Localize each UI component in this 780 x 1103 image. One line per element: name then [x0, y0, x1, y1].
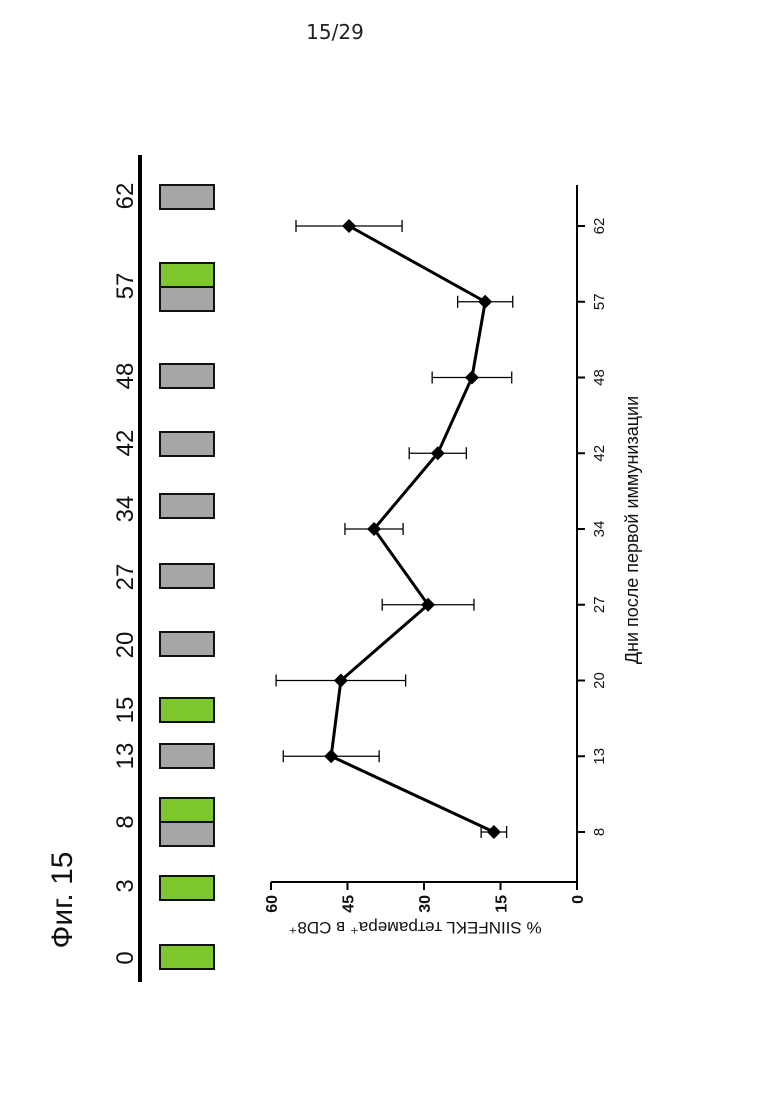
- data-point-34: [345, 522, 403, 536]
- x-tick-label: 27: [591, 596, 608, 613]
- schedule-day-42: 42: [112, 430, 214, 457]
- day-label: 62: [112, 183, 139, 210]
- boost-dose-box: [160, 744, 214, 768]
- diamond-marker: [478, 295, 492, 309]
- day-label: 20: [112, 632, 139, 659]
- prime-dose-box: [160, 798, 214, 822]
- boost-dose-box: [160, 287, 214, 311]
- prime-dose-box: [160, 263, 214, 287]
- data-point-48: [432, 371, 512, 385]
- day-label: 57: [112, 273, 139, 300]
- schedule-day-20: 20: [112, 632, 214, 659]
- day-label: 0: [112, 951, 139, 964]
- schedule-day-0: 0: [112, 945, 214, 969]
- immunization-schedule: 0 3 8 13 15 20 27 34 42 48 57 62: [112, 183, 214, 969]
- diamond-marker: [324, 749, 338, 763]
- line-chart: 0 15 30 45 60 8 13 20 27 34 42 48 57 62 Дни после перв…: [264, 185, 642, 937]
- boost-dose-box: [160, 494, 214, 518]
- diamond-marker: [465, 371, 479, 385]
- schedule-day-3: 3: [112, 876, 214, 900]
- data-point-62: [296, 219, 402, 233]
- schedule-day-34: 34: [112, 494, 214, 522]
- boost-dose-box: [160, 632, 214, 656]
- data-point-13: [283, 749, 379, 763]
- boost-dose-box: [160, 822, 214, 846]
- day-label: 3: [112, 879, 139, 892]
- x-axis-title: Дни после первой иммунизации: [622, 396, 642, 664]
- schedule-day-27: 27: [112, 564, 214, 591]
- x-tick-label: 62: [591, 218, 608, 235]
- schedule-day-57: 57: [112, 263, 214, 311]
- x-tick-label: 57: [591, 293, 608, 310]
- y-tick-label: 15: [494, 895, 511, 913]
- y-tick-label: 60: [264, 895, 281, 913]
- data-point-42: [409, 446, 466, 460]
- schedule-day-15: 15: [112, 697, 214, 724]
- prime-dose-box: [160, 698, 214, 722]
- prime-dose-box: [160, 876, 214, 900]
- schedule-day-62: 62: [112, 183, 214, 210]
- day-label: 42: [112, 430, 139, 457]
- boost-dose-box: [160, 432, 214, 456]
- data-point-20: [276, 674, 406, 688]
- data-point-57: [458, 295, 513, 309]
- boost-dose-box: [160, 564, 214, 588]
- x-tick-label: 20: [591, 672, 608, 689]
- day-label: 13: [112, 743, 139, 770]
- x-tick-label: 13: [591, 748, 608, 765]
- day-label: 48: [112, 363, 139, 390]
- y-axis-title: % SIINFEKL тетрамера⁺ в CD8⁺: [288, 918, 541, 937]
- schedule-day-8: 8: [112, 798, 214, 846]
- schedule-day-48: 48: [112, 363, 214, 390]
- schedule-day-13: 13: [112, 743, 214, 770]
- boost-dose-box: [160, 364, 214, 388]
- y-tick-label: 45: [341, 895, 358, 913]
- y-tick-label: 30: [417, 895, 434, 913]
- x-tick-label: 48: [591, 369, 608, 386]
- day-label: 8: [112, 815, 139, 828]
- prime-dose-box: [160, 945, 214, 969]
- y-tick-label: 0: [570, 895, 587, 904]
- x-tick-label: 42: [591, 445, 608, 462]
- diamond-marker: [342, 219, 356, 233]
- figure-15: Фиг. 15 0 3 8 13 15 20 27 34 42 48 57 62 0 15 30 45 60 8…: [0, 0, 780, 1103]
- x-tick-label: 34: [591, 521, 608, 538]
- figure-label: Фиг. 15: [46, 852, 79, 949]
- x-tick-label: 8: [591, 828, 608, 836]
- boost-dose-box: [160, 185, 214, 209]
- data-point-27: [382, 598, 474, 612]
- diamond-marker: [487, 825, 501, 839]
- day-label: 27: [112, 564, 139, 591]
- day-label: 15: [112, 697, 139, 724]
- day-label: 34: [112, 496, 139, 523]
